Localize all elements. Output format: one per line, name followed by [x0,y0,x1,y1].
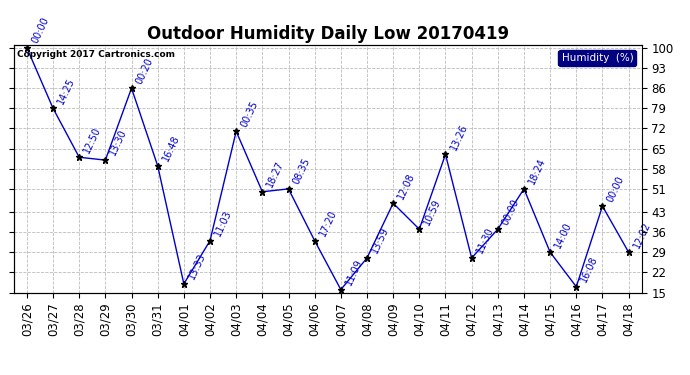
Text: 00:20: 00:20 [135,56,155,86]
Text: 00:00: 00:00 [500,197,522,226]
Text: 00:00: 00:00 [605,174,626,203]
Title: Outdoor Humidity Daily Low 20170419: Outdoor Humidity Daily Low 20170419 [147,26,509,44]
Text: 12:50: 12:50 [82,125,103,154]
Text: 16:48: 16:48 [161,134,181,163]
Legend: Humidity  (%): Humidity (%) [558,50,636,66]
Text: 12:02: 12:02 [631,220,652,249]
Text: Copyright 2017 Cartronics.com: Copyright 2017 Cartronics.com [17,50,175,59]
Text: 08:35: 08:35 [291,157,312,186]
Text: 00:00: 00:00 [30,16,50,45]
Text: 16:08: 16:08 [579,255,600,284]
Text: 00:35: 00:35 [239,99,260,129]
Text: 13:26: 13:26 [448,122,469,152]
Text: 14:25: 14:25 [56,76,77,105]
Text: 11:09: 11:09 [344,258,364,287]
Text: 13:59: 13:59 [370,226,391,255]
Text: 11:03: 11:03 [213,209,234,238]
Text: 10:59: 10:59 [422,197,443,226]
Text: 13:30: 13:30 [108,128,129,158]
Text: 11:30: 11:30 [475,226,495,255]
Text: 13:33: 13:33 [186,252,208,281]
Text: 12:08: 12:08 [396,171,417,201]
Text: 17:20: 17:20 [317,209,338,238]
Text: 14:00: 14:00 [553,220,573,249]
Text: 18:24: 18:24 [526,157,548,186]
Text: 18:27: 18:27 [265,159,286,189]
